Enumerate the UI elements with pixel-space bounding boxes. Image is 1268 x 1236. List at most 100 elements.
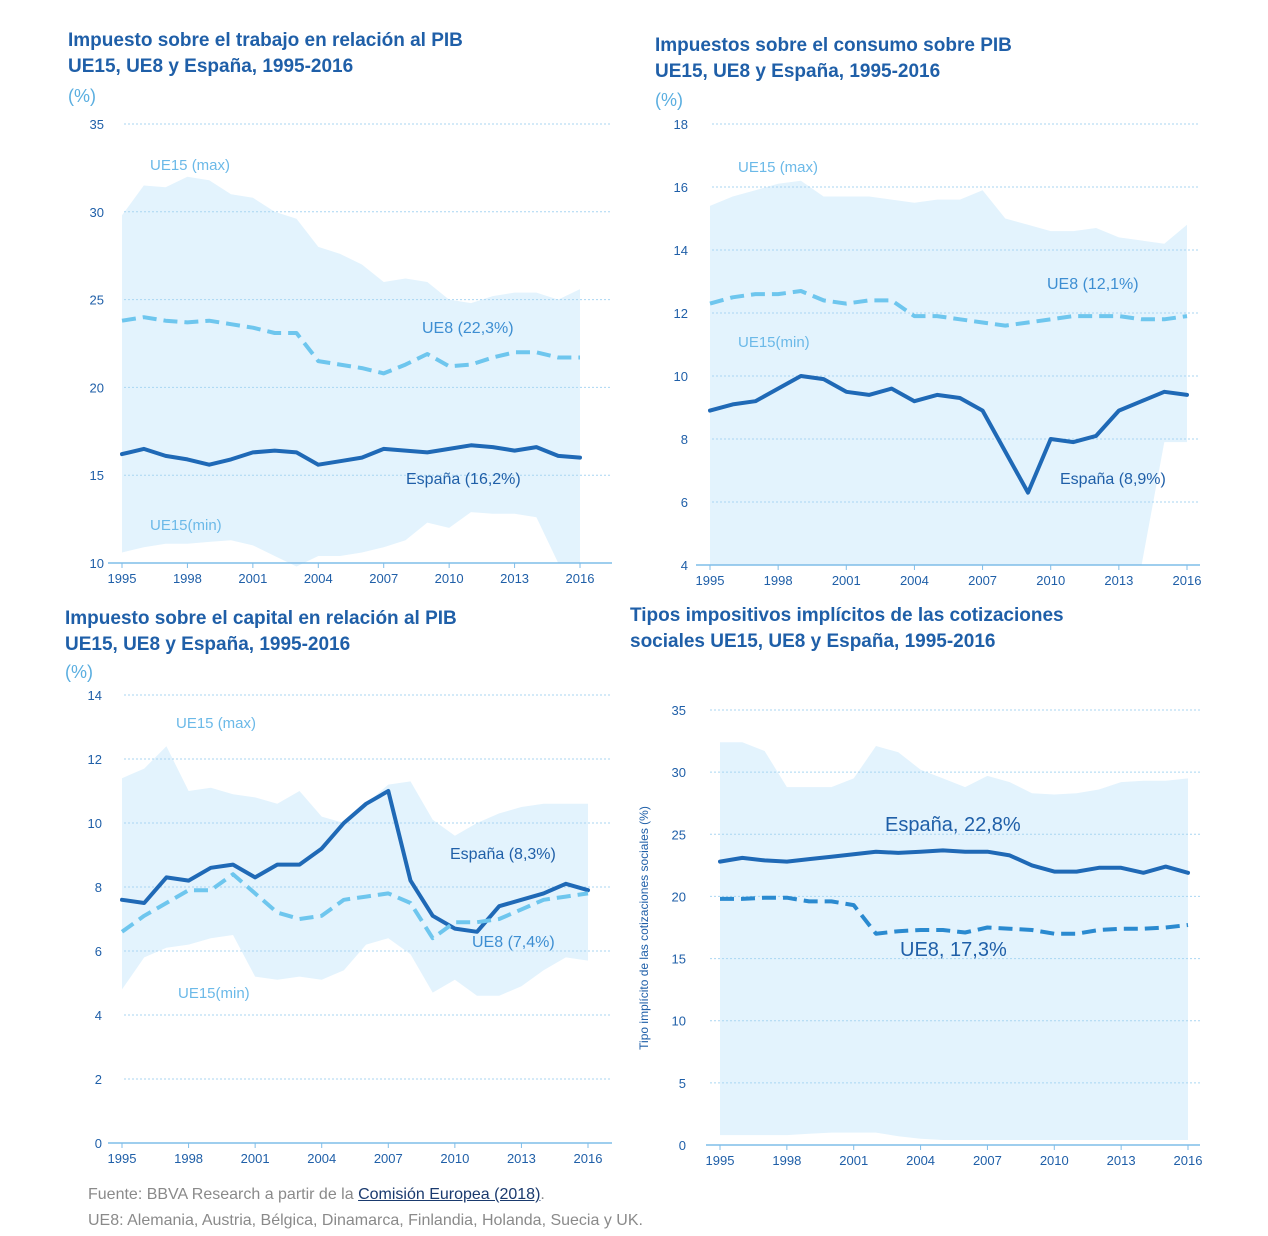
espana-series-line: [718, 848, 1190, 875]
chart-title-cotizaciones-line2: sociales UE15, UE8 y España, 1995-2016: [630, 631, 996, 652]
y-tick-label: 30: [672, 765, 686, 780]
y-tick-label: 10: [674, 369, 688, 384]
x-tick-label: 1998: [174, 1151, 203, 1166]
y-tick-label: 12: [674, 306, 688, 321]
source-link[interactable]: Comisión Europea (2018): [358, 1186, 541, 1203]
y-tick-label: 20: [672, 889, 686, 904]
x-tick-label: 1998: [772, 1153, 801, 1168]
y-tick-label: 2: [95, 1072, 102, 1087]
chart-unit-capital: (%): [65, 662, 93, 682]
espana-series-label: España (8,9%): [1060, 471, 1166, 488]
y-tick-label: 15: [90, 468, 104, 483]
x-tick-label: 2016: [566, 571, 595, 586]
y-tick-label: 18: [674, 117, 688, 132]
x-tick-label: 2007: [369, 571, 398, 586]
y-tick-label: 14: [674, 243, 688, 258]
ue15-min-label: UE15(min): [178, 985, 250, 1002]
y-tick-label: 5: [679, 1076, 686, 1091]
x-tick-label: 2016: [1173, 573, 1202, 588]
y-tick-label: 15: [672, 952, 686, 967]
espana-series-line: [120, 443, 582, 467]
chart-unit-consumo: (%): [655, 90, 683, 110]
y-tick-label: 25: [90, 293, 104, 308]
x-tick-label: 2004: [307, 1151, 336, 1166]
y-tick-label: 8: [95, 880, 102, 895]
espana-series-line: [120, 789, 590, 934]
ue8-series-label: UE8 (7,4%): [472, 934, 555, 951]
espana-series-line: [708, 374, 1189, 495]
x-tick-label: 2001: [839, 1153, 868, 1168]
chart-title-cotizaciones-line1: Tipos impositivos implícitos de las coti…: [630, 605, 1064, 626]
y-tick-label: 6: [95, 944, 102, 959]
chart-title-consumo-line1: Impuestos sobre el consumo sobre PIB: [655, 35, 1012, 56]
y-tick-label: 8: [681, 432, 688, 447]
y-tick-label: 30: [90, 205, 104, 220]
chart-consumo: 4 6 8 10 12 14 16 18 1995 1998 2001 2004 2007 2010 201…: [674, 117, 1202, 588]
chart-trabajo: 10 15 20 25 30 35 1995 1998 2001 2004 2007 2010 2013…: [90, 117, 612, 586]
x-tick-label: 2010: [435, 571, 464, 586]
ue15-max-label: UE15 (max): [176, 715, 256, 732]
x-tick-label: 2007: [968, 573, 997, 588]
ue15-min-label: UE15(min): [738, 334, 810, 351]
x-tick-label: 2010: [1036, 573, 1065, 588]
ue15-range-band: [122, 176, 580, 567]
x-tick-label: 2013: [1107, 1153, 1136, 1168]
source-suffix: .: [540, 1186, 545, 1203]
source-note: Fuente: BBVA Research a partir de la Com…: [88, 1186, 545, 1204]
y-tick-label: 16: [674, 180, 688, 195]
y-tick-label: 35: [90, 117, 104, 132]
x-tick-label: 2010: [1040, 1153, 1069, 1168]
y-tick-label: 14: [88, 688, 102, 703]
x-tick-label: 2013: [507, 1151, 536, 1166]
chart-title-trabajo-line2: UE15, UE8 y España, 1995-2016: [68, 56, 354, 77]
x-tick-label: 2001: [238, 571, 267, 586]
ue15-range-band: [122, 746, 588, 996]
espana-series-label: España, 22,8%: [885, 814, 1021, 836]
x-tick-label: 2013: [500, 571, 529, 586]
x-tick-label: 1995: [108, 571, 137, 586]
ue8-series-label: UE8 (22,3%): [422, 320, 514, 337]
x-tick-label: 2001: [241, 1151, 270, 1166]
chart-capital: 0 2 4 6 8 10 12 14 1995 1998 2001 2004 2007 2010 2013 2…: [88, 688, 612, 1166]
y-tick-label: 4: [95, 1008, 102, 1023]
x-tick-label: 1995: [706, 1153, 735, 1168]
y-tick-label: 10: [672, 1014, 686, 1029]
x-tick-label: 2004: [900, 573, 929, 588]
x-tick-label: 2004: [304, 571, 333, 586]
ue8-series-label: UE8, 17,3%: [900, 939, 1007, 961]
ue8-series-line: [709, 289, 1188, 328]
x-tick-label: 1995: [108, 1151, 137, 1166]
ue8-series-label: UE8 (12,1%): [1047, 276, 1139, 293]
x-tick-label: 2016: [1174, 1153, 1203, 1168]
x-tick-label: 1998: [173, 571, 202, 586]
chart-title-capital-line2: UE15, UE8 y España, 1995-2016: [65, 634, 351, 655]
y-tick-label: 10: [88, 816, 102, 831]
espana-series-label: España (16,2%): [406, 471, 521, 488]
chart-title-consumo-line2: UE15, UE8 y España, 1995-2016: [655, 61, 941, 82]
ue8-series-line: [121, 315, 580, 376]
ue8-series-line: [720, 895, 1189, 936]
x-tick-label: 2007: [973, 1153, 1002, 1168]
y-tick-label: 25: [672, 827, 686, 842]
y-tick-label: 4: [681, 558, 688, 573]
x-tick-label: 2013: [1104, 573, 1133, 588]
ue15-max-label: UE15 (max): [738, 159, 818, 176]
x-tick-label: 2001: [832, 573, 861, 588]
x-tick-label: 2010: [440, 1151, 469, 1166]
y-tick-label: 0: [679, 1138, 686, 1153]
y-tick-label: 20: [90, 380, 104, 395]
ue8-series-line: [120, 872, 589, 941]
ue15-max-label: UE15 (max): [150, 157, 230, 174]
x-tick-label: 2016: [574, 1151, 603, 1166]
ue8-note: UE8: Alemania, Austria, Bélgica, Dinamar…: [88, 1212, 643, 1229]
x-tick-label: 2004: [906, 1153, 935, 1168]
source-prefix: Fuente: BBVA Research a partir de la: [88, 1186, 359, 1203]
y-axis-label: Tipo implícito de las cotizaciones socia…: [637, 806, 651, 1050]
y-tick-label: 35: [672, 703, 686, 718]
y-tick-label: 12: [88, 752, 102, 767]
y-tick-label: 10: [90, 556, 104, 571]
x-tick-label: 2007: [374, 1151, 403, 1166]
y-tick-label: 0: [95, 1136, 102, 1151]
chart-unit-trabajo: (%): [68, 86, 96, 106]
